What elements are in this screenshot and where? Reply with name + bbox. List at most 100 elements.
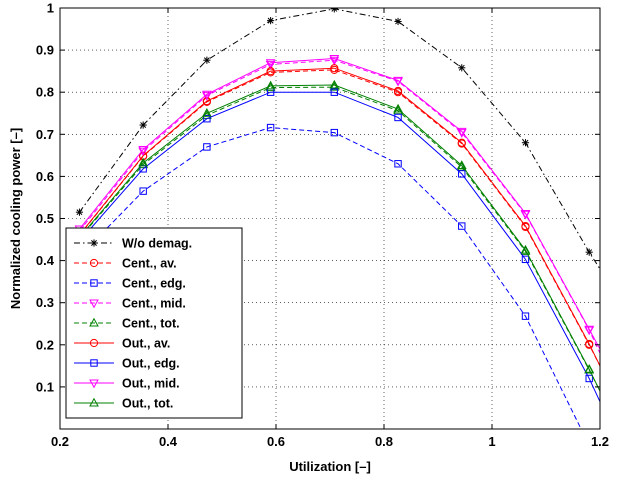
data-point <box>585 248 593 256</box>
legend-label: Out., av. <box>122 337 170 351</box>
series-line <box>79 84 600 392</box>
x-tick-label: 1.2 <box>591 434 609 449</box>
data-point <box>520 244 531 254</box>
data-point <box>520 209 531 219</box>
data-point <box>458 170 466 178</box>
data-point <box>330 64 339 73</box>
y-tick-label: 0.8 <box>36 85 54 100</box>
legend-item: Out., av. <box>74 337 170 351</box>
data-point <box>202 96 211 106</box>
y-tick-label: 0.6 <box>36 169 54 184</box>
legend-label: Out., edg. <box>122 357 180 371</box>
data-point <box>393 86 403 96</box>
x-tick-label: 0.6 <box>267 434 285 449</box>
legend-marker <box>90 239 98 247</box>
legend-marker <box>89 258 99 268</box>
data-point <box>585 339 594 349</box>
y-tick-label: 1 <box>47 1 54 16</box>
data-point <box>203 143 211 151</box>
data-point <box>202 108 212 117</box>
data-point <box>329 55 340 64</box>
series-line <box>79 58 600 350</box>
legend-marker <box>89 317 99 327</box>
legend-marker <box>89 338 99 348</box>
legend-label: Cent., av. <box>122 257 177 271</box>
legend-label: W/o demag. <box>122 237 192 251</box>
y-tick-label: 0.2 <box>36 337 54 352</box>
data-point <box>393 103 403 113</box>
y-tick-label: 0.7 <box>36 127 54 142</box>
data-point <box>584 363 595 373</box>
axis-ticks: 0.2 0.4 0.6 0.8 1 1.2 0.1 0.2 0.3 0.4 0.5 0.6 0.7 0.8… <box>36 1 609 450</box>
data-point <box>456 160 467 169</box>
data-point <box>456 127 467 137</box>
series-line <box>79 8 600 270</box>
data-point <box>521 312 530 320</box>
data-point <box>203 115 211 123</box>
data-point <box>458 222 466 230</box>
data-point <box>394 17 402 26</box>
data-point <box>457 138 466 147</box>
data-point <box>330 128 339 137</box>
data-point <box>266 123 275 132</box>
series-4 <box>74 81 600 392</box>
y-tick-label: 0.3 <box>36 295 54 310</box>
legend-item: W/o demag. <box>74 237 192 251</box>
legend-item: Cent., edg. <box>74 277 186 291</box>
data-point <box>138 145 149 155</box>
data-point <box>265 80 276 90</box>
data-point <box>585 374 593 383</box>
data-point <box>521 221 530 231</box>
data-point <box>329 79 340 89</box>
legend-marker <box>90 279 98 287</box>
series-0 <box>75 8 600 270</box>
legend-label: Cent., mid. <box>122 297 186 311</box>
legend-marker <box>89 299 99 309</box>
legend-label: Cent., edg. <box>122 277 186 291</box>
legend-item: Cent., av. <box>74 257 177 271</box>
x-tick-label: 1 <box>488 434 495 449</box>
legend-label: Out., mid. <box>122 377 180 391</box>
data-point <box>75 208 84 216</box>
data-point <box>265 59 276 68</box>
data-point <box>267 17 275 25</box>
series-line <box>79 67 600 367</box>
legend-item: Out., mid. <box>74 377 180 391</box>
data-point <box>139 187 147 195</box>
data-point <box>521 139 530 147</box>
data-point <box>393 105 403 115</box>
data-point <box>330 8 338 13</box>
data-point <box>330 88 339 96</box>
legend-marker <box>90 359 98 367</box>
legend-item: Out., edg. <box>74 357 180 371</box>
y-axis-label: Normalized cooling power [–] <box>8 128 23 309</box>
data-point <box>203 56 211 64</box>
series-line <box>79 91 600 402</box>
y-tick-label: 0.5 <box>36 211 54 226</box>
data-point <box>393 76 403 86</box>
data-point <box>521 255 530 264</box>
data-point <box>329 56 340 66</box>
data-point <box>202 90 212 100</box>
data-point <box>520 246 531 255</box>
data-point <box>458 64 466 72</box>
legend-label: Out., tot. <box>122 397 173 411</box>
data-point <box>265 60 276 70</box>
series-line <box>79 127 582 429</box>
data-point <box>394 113 402 122</box>
legend-item: Cent., mid. <box>74 297 186 311</box>
data-point <box>456 161 467 171</box>
data-point <box>139 121 147 129</box>
data-point <box>584 325 595 335</box>
legend-item: Out., tot. <box>74 397 173 411</box>
plot-area <box>74 8 600 429</box>
y-tick-label: 0.9 <box>36 43 54 58</box>
data-point <box>329 81 340 91</box>
data-point <box>138 159 149 169</box>
legend-marker <box>89 397 99 407</box>
series-6 <box>75 88 600 402</box>
legend: W/o demag. Cent., av. Cent., edg. Cent., mi… <box>65 227 243 419</box>
data-point <box>138 157 149 167</box>
data-point <box>394 160 402 168</box>
